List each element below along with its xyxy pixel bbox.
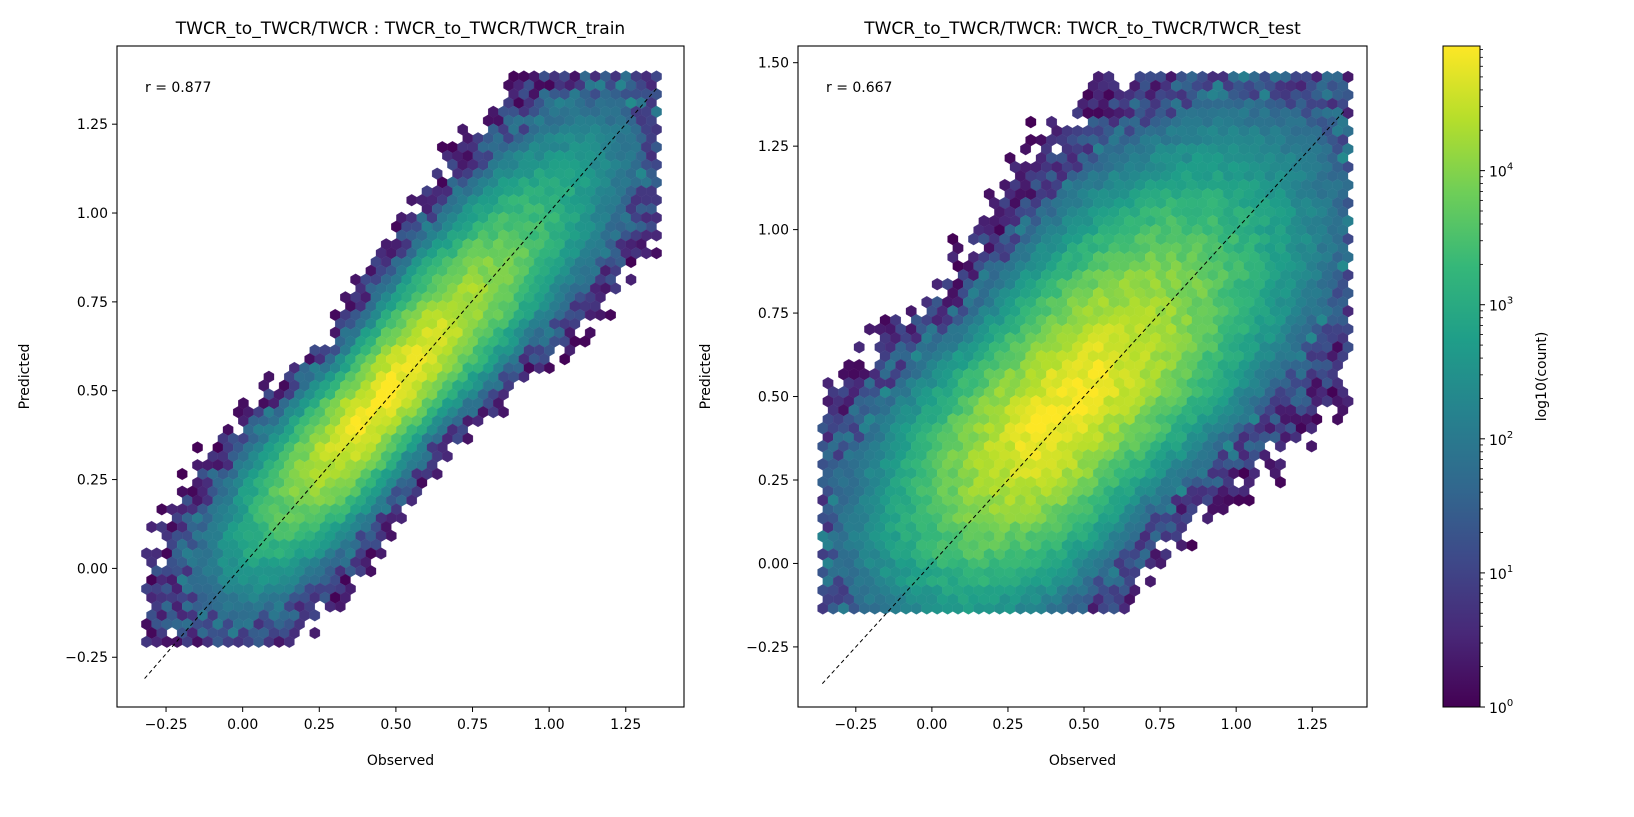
hex-cell <box>375 547 387 560</box>
hex-cell <box>1145 575 1156 588</box>
hex-cell <box>472 414 484 428</box>
x-tick-label: 1.00 <box>534 717 565 733</box>
hex-cell <box>605 308 616 322</box>
hex-cell <box>176 467 188 481</box>
identity-dashed-line <box>144 88 657 679</box>
hex-cell <box>559 353 570 366</box>
hexbin-cells <box>817 70 1354 615</box>
hex-cell <box>1020 142 1031 156</box>
y-tick-label: 0.75 <box>77 295 108 311</box>
chart-title: TWCR_to_TWCR/TWCR: TWCR_to_TWCR/TWCR_tes… <box>863 19 1301 39</box>
y-tick-label: 0.25 <box>758 473 789 489</box>
colorbar-tick-label: 104 <box>1489 162 1513 181</box>
hex-cell <box>309 626 321 640</box>
hex-cell <box>931 278 943 291</box>
x-tick-label: 0.75 <box>1145 717 1176 733</box>
x-axis-label: Observed <box>367 753 434 769</box>
colorbar-tick-label: 102 <box>1489 430 1513 449</box>
hex-cell <box>146 520 157 534</box>
x-tick-label: −0.25 <box>145 717 188 733</box>
hex-cell <box>625 273 637 286</box>
x-tick-label: 1.00 <box>1221 717 1252 733</box>
hex-cell <box>651 247 662 260</box>
hex-cell <box>406 194 417 207</box>
hex-cell <box>853 341 865 354</box>
x-tick-label: 0.50 <box>380 717 411 733</box>
hex-cell <box>1186 539 1198 552</box>
x-tick-label: 0.25 <box>304 717 335 733</box>
colorbar-tick-label: 103 <box>1489 296 1513 315</box>
y-tick-label: 0.00 <box>758 556 789 572</box>
axes-frame <box>116 45 685 708</box>
colorbar-tick-label: 100 <box>1489 698 1513 717</box>
colorbar-tick-label: 101 <box>1489 564 1513 583</box>
correlation-annotation: r = 0.877 <box>145 80 211 96</box>
y-tick-label: 1.00 <box>758 223 789 239</box>
hex-cell <box>625 255 637 269</box>
hex-cell <box>365 565 377 578</box>
y-tick-label: 0.00 <box>77 561 108 577</box>
hex-cell <box>309 609 321 622</box>
hex-cell <box>431 467 443 481</box>
test-hexbin-panel: −0.25 0.00 0.25 0.50 0.75 1.00 1.25 −0.25 0.00 0.… <box>698 19 1368 769</box>
hex-cell <box>1025 115 1037 129</box>
hex-cell <box>192 441 203 454</box>
hex-cell <box>386 529 397 542</box>
y-tick-label: 1.00 <box>77 206 108 222</box>
y-tick-label: 1.50 <box>758 56 789 72</box>
y-tick-label: −0.25 <box>65 650 108 666</box>
x-tick-label: 0.00 <box>916 717 947 733</box>
correlation-annotation: r = 0.667 <box>826 80 892 96</box>
colorbar: 100 101 102 103 104 log10(count) <box>1442 45 1550 717</box>
x-tick-label: 0.00 <box>227 717 258 733</box>
colorbar-gradient <box>1442 45 1481 708</box>
hex-cell <box>1306 440 1317 453</box>
chart-title: TWCR_to_TWCR/TWCR : TWCR_to_TWCR/TWCR_tr… <box>175 19 625 39</box>
y-tick-label: 0.50 <box>758 390 789 406</box>
hex-cell <box>156 503 168 516</box>
hex-cell <box>442 450 453 463</box>
x-tick-label: 0.25 <box>992 717 1023 733</box>
x-tick-label: 0.75 <box>457 717 488 733</box>
y-tick-label: 0.25 <box>77 473 108 489</box>
hex-cell <box>544 361 555 375</box>
hex-cell <box>579 335 591 348</box>
x-tick-label: 1.25 <box>610 717 641 733</box>
x-tick-label: −0.25 <box>834 717 877 733</box>
hex-cell <box>518 370 530 383</box>
y-tick-label: −0.25 <box>746 640 789 656</box>
hex-cell <box>651 229 662 242</box>
hex-cell <box>462 432 474 445</box>
y-tick-label: 1.25 <box>758 139 789 155</box>
y-tick-label: 0.50 <box>77 384 108 400</box>
y-axis-label: Predicted <box>17 344 33 410</box>
hexbin-cells <box>141 70 662 648</box>
colorbar-label: log10(count) <box>1534 332 1550 422</box>
x-tick-label: 1.25 <box>1297 717 1328 733</box>
hex-cell <box>498 406 509 419</box>
y-tick-label: 1.25 <box>77 117 108 133</box>
y-axis-label: Predicted <box>698 344 714 410</box>
hex-cell <box>610 282 621 295</box>
hex-cell <box>864 323 875 336</box>
hex-cell <box>335 600 346 613</box>
x-tick-label: 0.50 <box>1068 717 1099 733</box>
y-tick-label: 0.75 <box>758 306 789 322</box>
hex-cell <box>406 494 417 507</box>
x-axis-label: Observed <box>1049 753 1116 769</box>
hex-cell <box>396 512 407 525</box>
hex-cell <box>284 635 295 648</box>
train-hexbin-panel: −0.25 0.00 0.25 0.50 0.75 1.00 1.25 −0.25 0.00 0.… <box>17 19 685 769</box>
